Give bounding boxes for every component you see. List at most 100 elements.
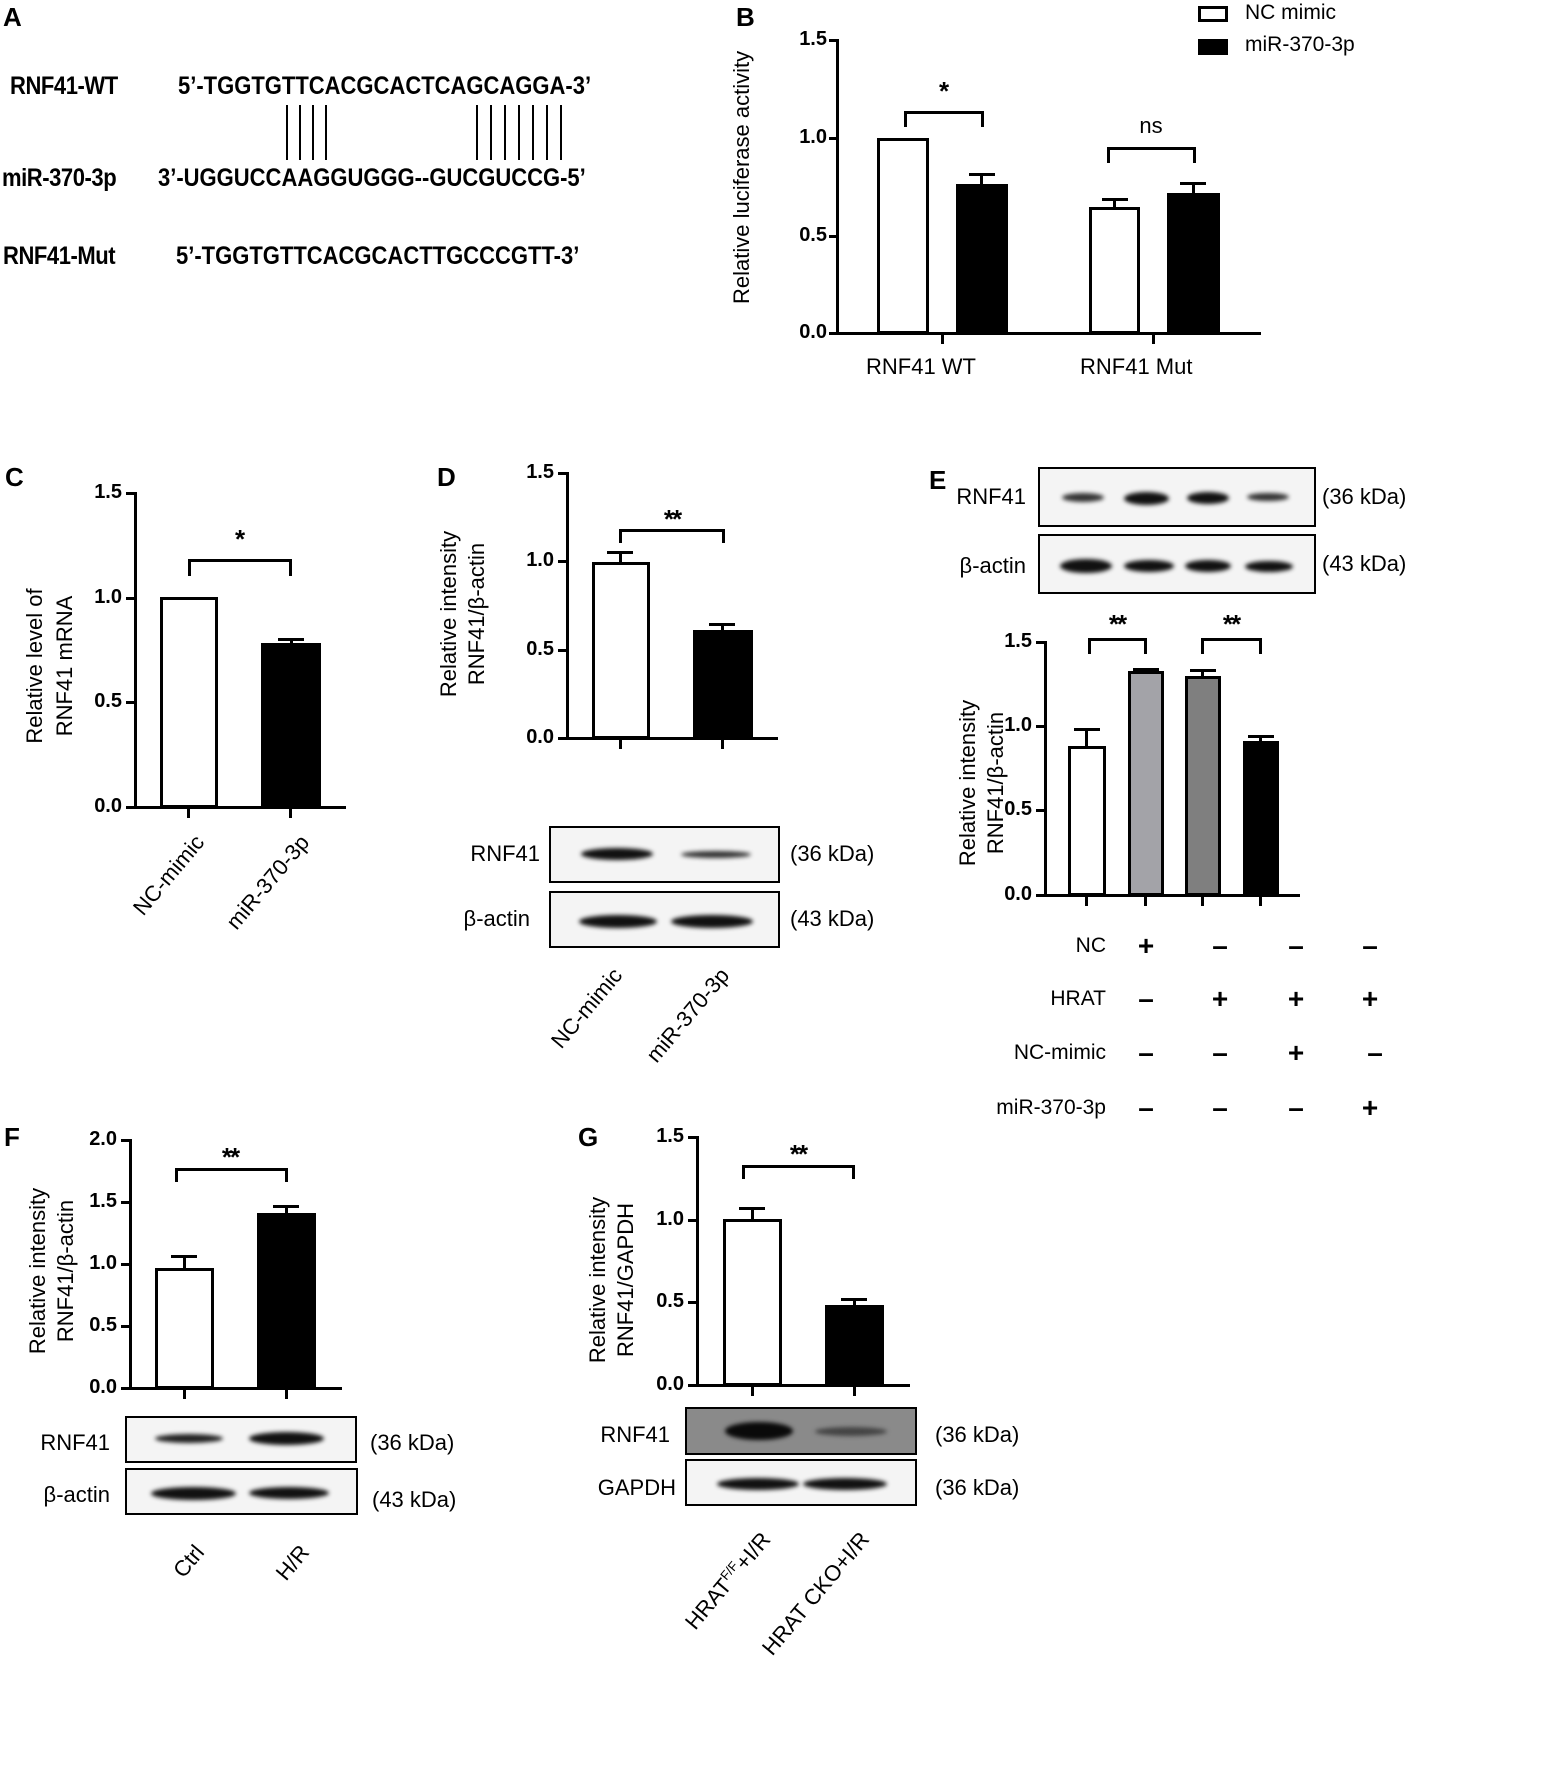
panel-a-label: A bbox=[3, 2, 22, 32]
y-tick: 0.5 bbox=[89, 1314, 117, 1336]
x-axis-f bbox=[129, 1387, 342, 1390]
panel-d-label: D bbox=[437, 462, 456, 492]
y-axis-label-c: Relative level of RNF41 mRNA bbox=[20, 576, 80, 756]
blot-kda-g-gapdh: (36 kDa) bbox=[935, 1475, 1020, 1500]
legend-label-mir-370-3p: miR-370-3p bbox=[1245, 33, 1355, 56]
y-tick: 1.0 bbox=[526, 549, 554, 571]
bar-b-mut-nc bbox=[1089, 207, 1140, 334]
condition-sign: – bbox=[1288, 1092, 1304, 1123]
y-tick: 0.0 bbox=[89, 1376, 117, 1398]
y-axis-e bbox=[1044, 641, 1047, 897]
y-axis-label-b: Relative luciferase activity bbox=[729, 50, 754, 304]
condition-sign: + bbox=[1361, 983, 1379, 1014]
western-blot-d-actin bbox=[549, 891, 780, 948]
y-tick: 1.5 bbox=[526, 461, 554, 483]
western-blot-d-rnf41 bbox=[549, 826, 780, 883]
seq-label-rnf41-mut: RNF41-Mut bbox=[3, 242, 116, 270]
y-axis-label-f-line1: Relative intensity bbox=[25, 1187, 50, 1355]
bar-c-mir bbox=[261, 643, 321, 808]
western-blot-f-actin bbox=[125, 1468, 358, 1515]
condition-sign: – bbox=[1212, 1037, 1228, 1068]
sig-b-mut: ns bbox=[1139, 113, 1163, 138]
y-axis-c bbox=[134, 492, 137, 809]
sig-bracket-b-mut bbox=[1107, 147, 1196, 163]
blot-kda-d-actin: (43 kDa) bbox=[790, 906, 875, 931]
blot-label-f-rnf41: RNF41 bbox=[40, 1430, 110, 1455]
x-label-b-wt: RNF41 WT bbox=[866, 354, 976, 379]
panel-f-label: F bbox=[4, 1122, 20, 1152]
sig-bracket-e-1 bbox=[1088, 638, 1147, 654]
x-label-b-mut: RNF41 Mut bbox=[1080, 354, 1193, 379]
condition-sign: – bbox=[1362, 930, 1378, 961]
bar-b-wt-mir bbox=[956, 184, 1008, 334]
y-tick: 1.5 bbox=[656, 1125, 684, 1147]
condition-sign: + bbox=[1287, 983, 1305, 1014]
x-label-f-ctrl: Ctrl bbox=[168, 1540, 210, 1583]
y-tick: 1.0 bbox=[656, 1208, 684, 1230]
panel-b-label: B bbox=[736, 2, 755, 32]
y-tick: 0.5 bbox=[656, 1290, 684, 1312]
blot-kda-f-rnf41: (36 kDa) bbox=[370, 1430, 455, 1455]
bar-d-nc-mimic bbox=[592, 562, 650, 739]
y-tick: 0.0 bbox=[94, 795, 122, 817]
sig-bracket-f bbox=[175, 1168, 288, 1182]
western-blot-g-gapdh bbox=[685, 1459, 917, 1506]
western-blot-e-actin bbox=[1038, 534, 1316, 594]
bar-g-hrat-ff bbox=[723, 1219, 782, 1386]
blot-label-g-gapdh: GAPDH bbox=[597, 1475, 676, 1500]
sig-f: ** bbox=[221, 1142, 240, 1172]
y-axis-label-d: Relative intensity RNF41/β-actin bbox=[435, 524, 491, 704]
seq-label-mir-370-3p: miR-370-3p bbox=[2, 164, 117, 192]
y-tick: 1.0 bbox=[799, 126, 827, 148]
bar-e-hrat-mir bbox=[1243, 741, 1279, 896]
y-tick: 0.0 bbox=[1004, 883, 1032, 905]
y-tick: 0.0 bbox=[799, 321, 827, 343]
x-axis-c bbox=[134, 806, 346, 809]
sig-bracket-c bbox=[188, 559, 292, 576]
sig-e-2: ** bbox=[1222, 609, 1241, 639]
sig-bracket-b-wt bbox=[904, 111, 984, 127]
seq-rnf41-mut: 5’-TGGTGTTCACGCACTTGCCCGTT-3’ bbox=[176, 242, 580, 270]
y-tick: 1.5 bbox=[1004, 630, 1032, 652]
bar-e-hrat bbox=[1128, 671, 1164, 896]
y-tick: 1.5 bbox=[799, 28, 827, 50]
x-axis-d bbox=[566, 737, 778, 740]
y-axis-d bbox=[566, 472, 569, 740]
sig-bracket-d bbox=[619, 529, 725, 543]
blot-kda-e-actin: (43 kDa) bbox=[1322, 551, 1407, 576]
condition-sign: + bbox=[1287, 1037, 1305, 1068]
condition-sign: – bbox=[1138, 1037, 1154, 1068]
panel-g-label: G bbox=[578, 1122, 599, 1152]
y-tick: 2.0 bbox=[89, 1128, 117, 1150]
condition-sign: – bbox=[1138, 983, 1154, 1014]
blot-label-d-actin: β-actin bbox=[463, 906, 530, 931]
seq-rnf41-wt: 5’-TGGTGTTCACGCACTCAGCAGGA-3’ bbox=[178, 72, 592, 100]
y-axis-label-e-line1: Relative intensity bbox=[955, 699, 980, 867]
bar-g-hrat-cko bbox=[825, 1305, 884, 1386]
legend-swatch-mir-370-3p bbox=[1198, 39, 1228, 55]
bar-b-mut-mir bbox=[1167, 193, 1220, 334]
y-axis-g bbox=[696, 1136, 699, 1387]
blot-label-g-rnf41: RNF41 bbox=[600, 1422, 670, 1447]
y-tick: 0.5 bbox=[526, 638, 554, 660]
y-axis-f bbox=[129, 1139, 132, 1390]
blot-label-e-rnf41: RNF41 bbox=[956, 484, 1026, 509]
legend-label-nc-mimic: NC mimic bbox=[1245, 1, 1336, 24]
panel-e-label: E bbox=[929, 465, 947, 495]
sig-bracket-e-2 bbox=[1201, 638, 1262, 654]
bar-e-nc bbox=[1068, 746, 1106, 896]
y-tick: 0.5 bbox=[94, 690, 122, 712]
bar-c-nc-mimic bbox=[160, 597, 218, 808]
x-axis-b bbox=[836, 332, 1261, 335]
seq-label-rnf41-wt: RNF41-WT bbox=[10, 72, 118, 100]
sig-b-wt: * bbox=[938, 76, 950, 106]
y-tick: 0.0 bbox=[656, 1373, 684, 1395]
condition-row-label: NC-mimic bbox=[1013, 1041, 1106, 1064]
bar-b-wt-nc bbox=[877, 138, 929, 334]
blot-kda-e-rnf41: (36 kDa) bbox=[1322, 484, 1407, 509]
x-axis-e bbox=[1044, 894, 1300, 897]
bar-d-mir bbox=[693, 630, 753, 739]
y-tick: 1.0 bbox=[94, 586, 122, 608]
western-blot-e-rnf41 bbox=[1038, 467, 1316, 527]
blot-label-d-rnf41: RNF41 bbox=[470, 841, 540, 866]
